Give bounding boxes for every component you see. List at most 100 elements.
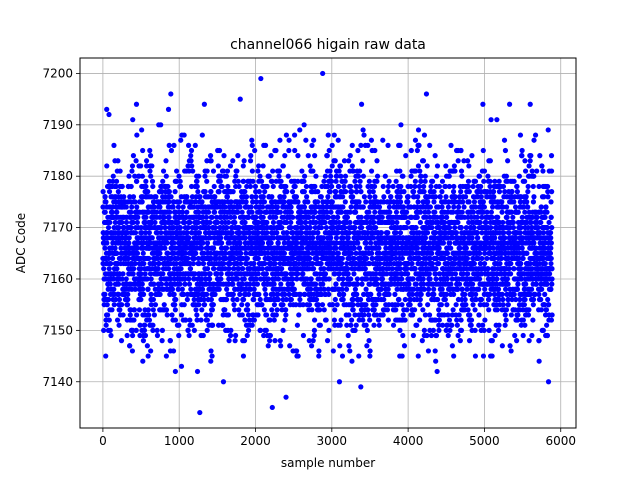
- data-point: [342, 178, 348, 184]
- data-point: [427, 204, 433, 210]
- data-point: [112, 219, 118, 226]
- data-point: [430, 327, 436, 333]
- data-point: [224, 194, 231, 200]
- data-point: [236, 307, 242, 313]
- data-point: [304, 194, 310, 200]
- data-point: [216, 255, 223, 262]
- data-point: [151, 199, 157, 205]
- data-point: [156, 260, 162, 267]
- data-point: [207, 235, 213, 241]
- data-point: [211, 266, 217, 272]
- data-point: [312, 183, 318, 190]
- data-point: [149, 163, 155, 169]
- data-point: [151, 281, 157, 287]
- data-point: [371, 307, 377, 313]
- data-point: [131, 307, 138, 313]
- data-point: [295, 271, 301, 277]
- data-point: [294, 240, 300, 246]
- data-point: [341, 183, 347, 190]
- data-point: [366, 338, 372, 344]
- data-point: [181, 132, 187, 138]
- data-point: [432, 194, 439, 200]
- data-point: [358, 189, 364, 195]
- data-point: [360, 317, 366, 323]
- data-point: [465, 183, 471, 190]
- data-point: [227, 260, 233, 267]
- data-point: [403, 224, 410, 231]
- data-point: [147, 240, 153, 246]
- data-point: [163, 158, 169, 164]
- data-point: [416, 142, 422, 148]
- data-point: [476, 286, 482, 292]
- data-point: [161, 302, 167, 308]
- data-point: [431, 286, 437, 292]
- data-point: [333, 178, 339, 184]
- data-point: [387, 209, 393, 215]
- data-point: [161, 214, 167, 220]
- data-point: [367, 317, 373, 323]
- data-point: [434, 163, 441, 169]
- data-point: [466, 338, 473, 344]
- data-point: [317, 307, 323, 313]
- data-point: [208, 358, 214, 364]
- data-point: [397, 230, 404, 236]
- data-point: [372, 209, 378, 215]
- data-point: [359, 224, 365, 231]
- data-point: [269, 194, 275, 200]
- data-point: [234, 296, 240, 303]
- data-point: [299, 168, 305, 174]
- data-point: [272, 338, 278, 344]
- data-point: [107, 327, 113, 333]
- data-point: [106, 189, 113, 195]
- data-point: [415, 353, 421, 359]
- data-point: [301, 122, 307, 128]
- data-point: [169, 312, 175, 318]
- data-point: [452, 168, 458, 174]
- data-point: [184, 296, 190, 303]
- data-point: [462, 291, 468, 297]
- data-point: [147, 168, 153, 174]
- data-point: [115, 281, 122, 287]
- data-point: [458, 168, 465, 174]
- data-point: [210, 168, 217, 174]
- data-point: [265, 276, 271, 282]
- data-point: [167, 276, 174, 282]
- data-point: [223, 245, 230, 251]
- data-point: [338, 317, 344, 323]
- data-point: [202, 189, 208, 195]
- data-point: [288, 219, 294, 226]
- data-point: [191, 204, 197, 210]
- data-point: [230, 296, 236, 303]
- data-point: [346, 230, 353, 236]
- data-point: [176, 199, 183, 205]
- data-point: [367, 353, 373, 359]
- data-point: [186, 332, 192, 339]
- data-point: [244, 302, 251, 308]
- data-point: [409, 260, 415, 267]
- data-point: [126, 173, 132, 179]
- data-point: [427, 276, 433, 282]
- data-point: [101, 266, 107, 272]
- data-point: [318, 224, 325, 231]
- data-point: [166, 214, 172, 220]
- data-point: [405, 219, 411, 226]
- data-point: [228, 327, 234, 333]
- data-point: [431, 189, 437, 195]
- data-point: [367, 348, 373, 354]
- data-point: [256, 291, 262, 297]
- data-point: [204, 327, 210, 333]
- data-point: [361, 312, 367, 318]
- data-points: [100, 70, 555, 416]
- data-point: [352, 327, 358, 333]
- data-point: [397, 142, 403, 148]
- data-point: [111, 286, 117, 292]
- data-point: [471, 224, 477, 231]
- data-point: [404, 266, 410, 272]
- data-point: [327, 168, 333, 174]
- data-point: [455, 219, 461, 226]
- data-point: [348, 204, 354, 210]
- data-point: [163, 307, 170, 313]
- data-point: [196, 260, 202, 267]
- data-point: [158, 230, 164, 236]
- data-point: [231, 255, 237, 262]
